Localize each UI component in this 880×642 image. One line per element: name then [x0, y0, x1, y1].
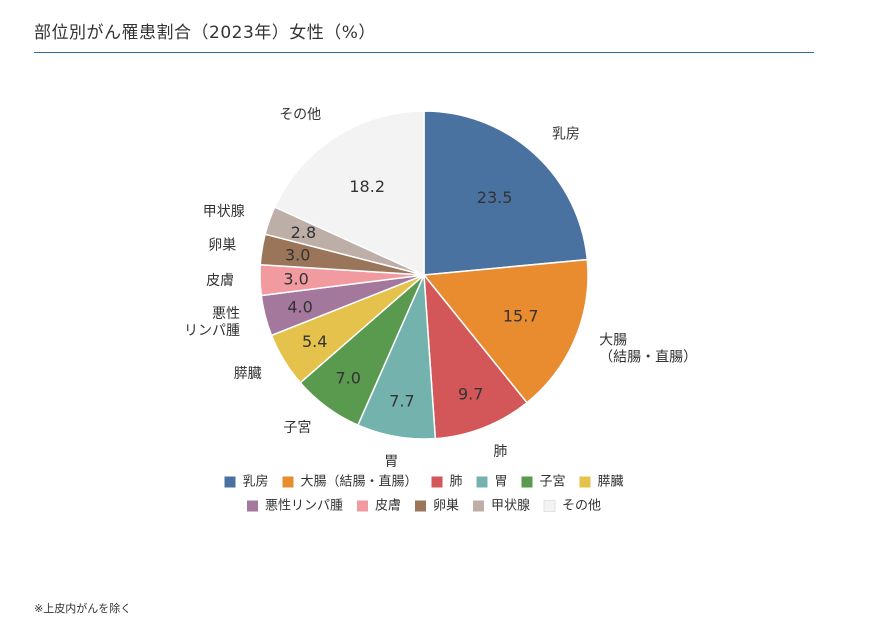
- value-label-子宮: 7.0: [335, 369, 360, 388]
- legend-swatch: [543, 500, 556, 512]
- value-label-肺: 9.7: [458, 385, 483, 404]
- legend-label: 悪性リンパ腫: [265, 498, 343, 514]
- legend-item-胃: 胃: [476, 475, 508, 490]
- legend-label: 乳房: [243, 474, 269, 490]
- value-label-皮膚: 3.0: [283, 270, 308, 289]
- category-label-肺: 肺: [493, 444, 507, 460]
- legend-label: 胃: [495, 475, 508, 490]
- chart-title: 部位別がん罹患割合（2023年）女性（%）: [34, 23, 376, 43]
- legend-label: 膵臓: [598, 475, 624, 490]
- value-label-大腸結腸直腸: 15.7: [503, 306, 539, 325]
- legend-item-膵臓: 膵臓: [579, 475, 624, 490]
- legend-label: 子宮: [540, 474, 566, 490]
- pie-slice-その他: [273, 110, 425, 277]
- category-label-胃: 胃: [384, 454, 398, 470]
- legend-swatch: [224, 476, 236, 488]
- legend-swatch: [357, 500, 368, 512]
- legend-swatch: [476, 476, 488, 488]
- legend-item-甲状腺: 甲状腺: [473, 499, 530, 514]
- category-label-大腸結腸直腸: 大腸（結腸・直腸）: [599, 332, 697, 365]
- value-label-その他: 18.2: [349, 177, 385, 196]
- category-label-卵巣: 卵巣: [208, 237, 236, 253]
- legend-label: 卵巣: [433, 499, 459, 514]
- value-label-膵臓: 5.4: [302, 332, 327, 351]
- value-label-卵巣: 3.0: [285, 246, 310, 265]
- legend-item-子宮: 子宮: [521, 474, 566, 490]
- pie-chart: 23.515.79.77.77.05.44.03.03.02.818.2乳房大腸…: [184, 107, 697, 514]
- legend-item-乳房: 乳房: [224, 474, 269, 490]
- legend-item-その他: その他: [543, 499, 601, 514]
- legend-item-卵巣: 卵巣: [415, 499, 459, 514]
- legend-swatch: [521, 476, 533, 488]
- legend-label: 肺: [450, 475, 463, 490]
- legend-item-大腸結腸直腸: 大腸（結腸・直腸）: [282, 475, 418, 490]
- legend-item-悪性リンパ腫: 悪性リンパ腫: [247, 498, 343, 514]
- legend-swatch: [579, 476, 591, 488]
- category-label-甲状腺: 甲状腺: [203, 204, 245, 220]
- value-label-悪性リンパ腫: 4.0: [287, 297, 312, 316]
- legend-swatch: [247, 500, 258, 512]
- legend-label: その他: [562, 499, 601, 514]
- pie-value-labels: 23.5 15.7 9.7 7.7 7.0 5.4 4.0 3.0 3.0 2.8 18.2: [283, 177, 538, 410]
- footnote: ※上皮内がんを除く: [34, 602, 132, 615]
- pie-slice-乳房: [423, 110, 589, 276]
- category-label-悪性リンパ腫: 悪性リンパ腫: [184, 306, 240, 339]
- category-label-子宮: 子宮: [283, 420, 311, 436]
- category-label-皮膚: 皮膚: [206, 273, 234, 289]
- category-label-膵臓: 膵臓: [234, 366, 262, 382]
- category-label-乳房: 乳房: [552, 127, 580, 143]
- legend-label: 皮膚: [375, 498, 401, 514]
- title-divider: [34, 52, 814, 53]
- value-label-乳房: 23.5: [477, 188, 513, 207]
- legend-swatch: [431, 476, 443, 488]
- value-label-甲状腺: 2.8: [291, 223, 316, 242]
- legend-swatch: [473, 500, 484, 512]
- legend-swatch: [282, 476, 294, 488]
- legend-label: 大腸（結腸・直腸）: [301, 475, 418, 490]
- category-label-その他: その他: [279, 107, 321, 123]
- legend-item-肺: 肺: [431, 475, 463, 490]
- legend-item-皮膚: 皮膚: [357, 498, 401, 514]
- legend-label: 甲状腺: [491, 499, 530, 514]
- pie-slices: [259, 110, 589, 440]
- legend-swatch: [415, 500, 426, 512]
- pie-slice-肺: [423, 272, 528, 440]
- value-label-胃: 7.7: [389, 392, 414, 411]
- pie-slice-大腸結腸直腸: [422, 258, 589, 404]
